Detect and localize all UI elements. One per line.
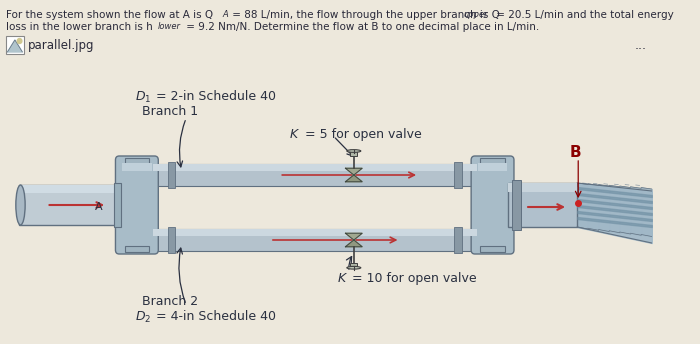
Text: $D_1$: $D_1$ (135, 90, 151, 105)
Text: upper: upper (463, 10, 489, 19)
Text: B: B (570, 145, 582, 160)
Bar (153, 164, 477, 186)
Text: Branch 1: Branch 1 (141, 105, 197, 118)
Bar (477, 163, 508, 171)
Bar (153, 164, 477, 171)
Text: parallel.jpg: parallel.jpg (28, 39, 94, 52)
Polygon shape (345, 233, 362, 240)
FancyBboxPatch shape (6, 36, 25, 54)
Bar (167, 227, 175, 253)
Bar (122, 163, 152, 171)
Ellipse shape (16, 185, 25, 225)
Text: = 4-in Schedule 40: = 4-in Schedule 40 (152, 310, 276, 323)
Bar (350, 151, 357, 155)
Bar (512, 180, 522, 230)
Bar (480, 246, 505, 252)
Bar (350, 262, 357, 268)
Ellipse shape (346, 150, 360, 152)
Polygon shape (345, 168, 362, 175)
Bar (153, 229, 477, 236)
Text: = 9.2 Nm/N. Determine the flow at B to one decimal place in L/min.: = 9.2 Nm/N. Determine the flow at B to o… (183, 22, 540, 32)
Bar (153, 229, 477, 251)
Bar (454, 162, 462, 188)
Bar (508, 183, 578, 192)
Text: $K$: $K$ (288, 128, 300, 141)
Bar (167, 162, 175, 188)
Text: For the system shown the flow at A is Q: For the system shown the flow at A is Q (6, 10, 213, 20)
Text: = 10 for open valve: = 10 for open valve (348, 272, 477, 285)
FancyBboxPatch shape (116, 156, 158, 254)
Ellipse shape (346, 266, 360, 269)
Text: = 5 for open valve: = 5 for open valve (301, 128, 421, 141)
Text: = 2-in Schedule 40: = 2-in Schedule 40 (152, 90, 276, 103)
Text: = 88 L/min, the flow through the upper branch is Q: = 88 L/min, the flow through the upper b… (229, 10, 500, 20)
Text: $K$: $K$ (337, 272, 348, 285)
FancyBboxPatch shape (471, 156, 514, 254)
Bar (19, 185, 121, 193)
Bar (454, 227, 462, 253)
Text: A: A (95, 202, 103, 212)
Text: A: A (223, 10, 228, 19)
Polygon shape (345, 175, 362, 182)
Bar (125, 246, 149, 252)
Bar (19, 185, 121, 225)
Text: lower: lower (158, 22, 181, 31)
Text: loss in the lower branch is h: loss in the lower branch is h (6, 22, 153, 32)
Polygon shape (345, 240, 362, 247)
Text: $D_2$: $D_2$ (135, 310, 151, 325)
Bar (125, 158, 149, 164)
Bar (508, 183, 578, 227)
Text: = 20.5 L/min and the total energy: = 20.5 L/min and the total energy (493, 10, 673, 20)
Text: ...: ... (634, 39, 646, 52)
Bar (113, 183, 121, 227)
Text: Branch 2: Branch 2 (141, 295, 197, 308)
Bar (480, 158, 505, 164)
Polygon shape (8, 40, 22, 52)
Circle shape (18, 39, 22, 43)
